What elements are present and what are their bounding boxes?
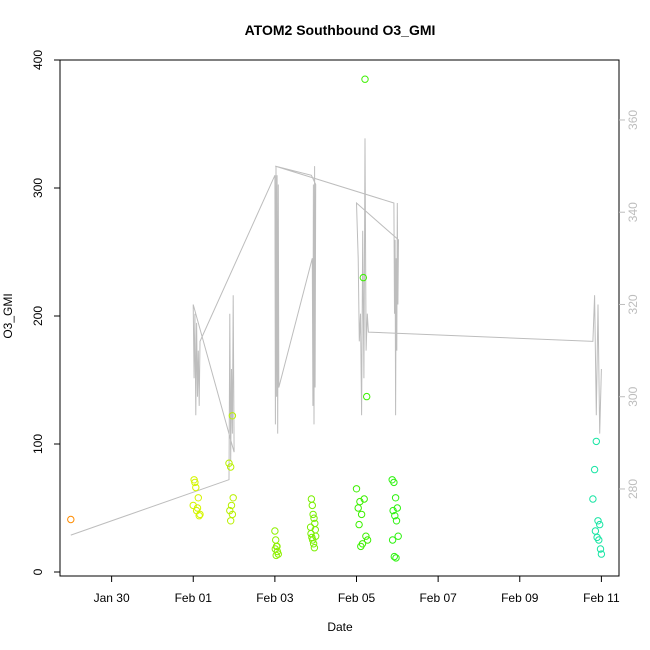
y-tick-label: 0 [31,568,45,575]
data-point [227,501,236,510]
data-point [229,494,237,502]
y-axis-right: 280 300 320 340 360 [619,110,640,499]
y-axis-left: 0 100 200 300 400 [31,50,60,575]
y-tick-label: 300 [31,178,45,198]
data-point [592,437,600,446]
data-point [310,544,319,552]
data-point [596,545,605,553]
y2-tick-label: 360 [626,110,640,130]
data-point [273,542,281,551]
data-point [308,501,316,510]
data-point [391,512,399,520]
x-tick-label: Feb 05 [338,591,376,605]
data-point [354,504,362,512]
data-point [352,485,361,493]
data-point [590,465,599,474]
x-tick-label: Feb 03 [256,591,294,605]
data-point [227,517,235,525]
data-point [309,510,317,519]
data-point [355,520,363,529]
data-point [225,459,233,467]
y2-tick-label: 340 [626,202,640,222]
x-axis: Jan 30 Feb 01 Feb 03 Feb 05 Feb 07 Feb 09 Feb … [94,576,620,605]
data-point [389,506,397,515]
data-point [596,520,604,529]
plot-box [59,59,620,577]
y-axis-label: O3_GMI [1,293,15,338]
series-line-layer [70,138,602,536]
data-point [192,483,200,492]
x-tick-label: Feb 01 [175,591,213,605]
data-point [391,494,400,502]
data-point [394,532,402,540]
data-point [271,527,279,535]
data-point [307,495,316,503]
series-line [70,138,602,536]
chart-title: ATOM2 Southbound O3_GMI [245,22,436,38]
data-point [67,515,75,524]
data-point [361,75,369,83]
y-tick-label: 200 [31,306,45,326]
data-point [363,536,372,544]
data-point [390,552,398,561]
y-tick-label: 100 [31,434,45,454]
data-point [358,540,367,548]
data-point [228,412,237,420]
data-point [194,494,203,502]
y-tick-label: 400 [31,50,45,70]
data-point [310,514,318,522]
y2-tick-label: 280 [626,479,640,499]
x-tick-label: Feb 09 [501,591,539,605]
data-point [392,554,400,562]
data-point [359,273,367,282]
data-point [193,504,202,512]
data-point [190,476,198,484]
data-point [589,495,597,503]
y2-tick-label: 300 [626,386,640,406]
data-point [390,478,398,487]
data-point [227,463,235,471]
data-point [363,392,371,401]
data-point [228,510,237,519]
data-point [357,510,366,519]
data-point [597,550,606,558]
x-tick-label: Feb 11 [583,591,620,605]
data-point [392,517,401,525]
x-axis-label: Date [327,620,353,634]
data-point [272,536,280,544]
data-point [195,512,203,520]
data-point [362,532,370,540]
data-point [388,536,397,544]
data-point [312,532,320,540]
data-point [591,527,600,535]
y2-tick-label: 320 [626,294,640,314]
data-point [594,517,602,525]
x-tick-label: Feb 07 [419,591,457,605]
data-point [309,540,318,548]
points-layer [67,75,606,562]
x-tick-label: Jan 30 [94,591,130,605]
data-point [226,506,234,515]
data-point [272,551,280,560]
data-point [196,510,204,519]
data-point [360,495,368,503]
data-point [595,536,603,544]
